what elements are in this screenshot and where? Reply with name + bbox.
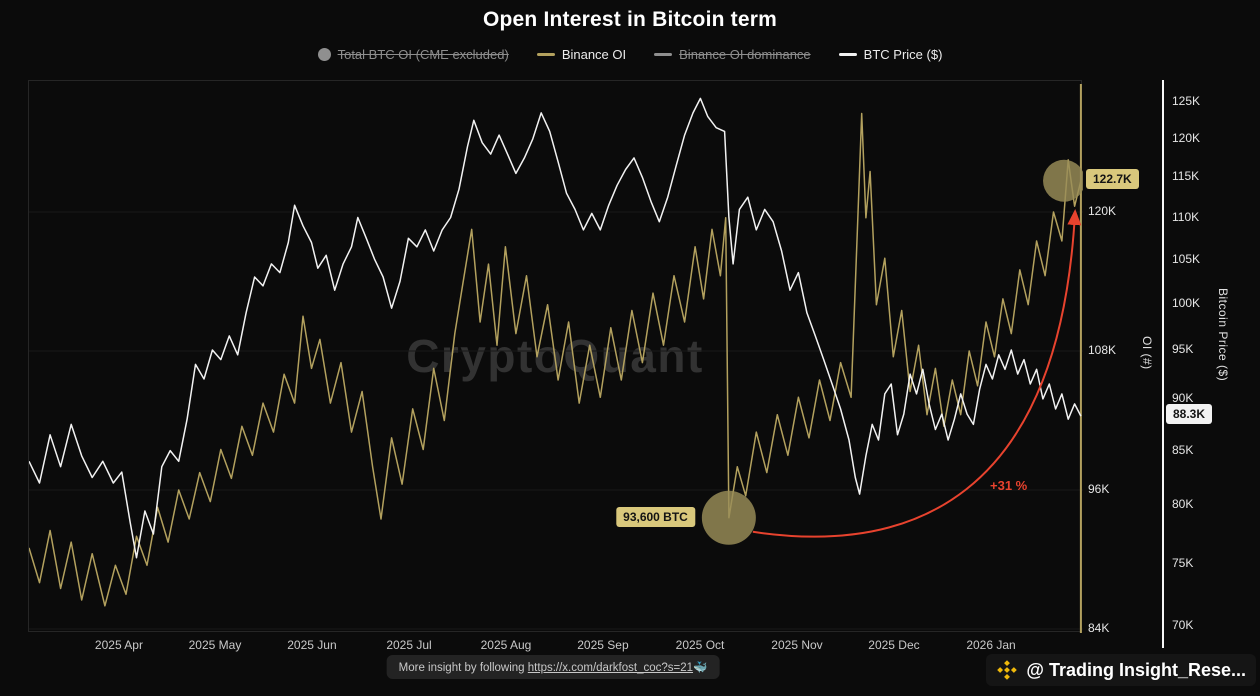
x-tick-label: 2025 Sep [577,638,629,652]
binance-oi-line [29,112,1082,607]
x-tick-label: 2025 Apr [94,638,143,652]
x-tick-label: 2025 Oct [675,638,725,652]
attribution[interactable]: @ Trading Insight_Rese... [986,654,1256,686]
legend-item-3[interactable]: BTC Price ($) [838,47,943,62]
legend-label: Binance OI [561,47,627,62]
price-axis-spine [1162,80,1164,648]
price-tick-label: 70K [1172,618,1194,633]
legend: Total BTC OI (CME excluded) Binance OI Bin… [0,47,1260,62]
legend-line-marker [838,53,857,56]
oi-current-annotation: 122.7K [1086,168,1139,189]
legend-label: Total BTC OI (CME excluded) [337,47,509,62]
legend-label: BTC Price ($) [863,47,943,62]
oi-tick-label: 120K [1088,204,1117,218]
x-tick-label: 2025 Dec [868,638,920,652]
price-current-annotation: 88.3K [1166,404,1213,425]
legend-label: Binance OI dominance [679,47,811,62]
binance-logo-icon [996,659,1018,681]
legend-item-0[interactable]: Total BTC OI (CME excluded) [317,47,509,62]
price-tick-label: 80K [1172,497,1194,512]
price-tick-label: 90K [1172,390,1194,405]
price-axis-title: Bitcoin Price ($) [1216,288,1230,382]
price-tick-label: 85K [1172,442,1194,457]
oi-tick-label: 84K [1088,621,1110,635]
whale-emoji: 🐳 [693,662,708,674]
x-tick-label: 2025 May [188,638,242,652]
x-tick-label: 2025 Nov [771,638,823,652]
legend-item-2[interactable]: Binance OI dominance [654,47,811,62]
attribution-handle: @ Trading Insight_Rese... [1026,659,1246,680]
x-tick-label: 2026 Jan [966,638,1016,652]
legend-item-1[interactable]: Binance OI [536,47,627,62]
price-tick-label: 100K [1172,295,1201,310]
price-tick-label: 125K [1172,94,1201,108]
percent-change-label: +31 % [990,478,1028,493]
price-tick-label: 110K [1172,209,1200,224]
oi-axis-title: OI (#) [1140,336,1154,370]
price-tick-label: 95K [1172,342,1194,357]
legend-line-marker [654,53,673,56]
x-tick-label: 2025 Jul [386,638,432,652]
price-tick-label: 120K [1172,130,1201,145]
footer-note: More insight by following https://x.com/… [386,655,720,679]
legend-circle-marker [317,48,331,61]
oi-tick-label: 108K [1088,343,1117,357]
oi-low-annotation: 93,600 BTC [616,506,695,527]
price-tick-label: 105K [1172,251,1201,266]
x-tick-label: 2025 Jun [287,638,337,652]
chart-canvas [29,84,1083,633]
price-tick-label: 115K [1172,169,1200,184]
oi-low-circle [701,490,756,545]
percent-change-arrow [752,209,1082,538]
btc-price-line [29,97,1082,559]
legend-line-marker [536,53,555,56]
price-tick-label: 75K [1172,555,1194,570]
plot-area: CryptoQuant [28,80,1083,633]
chart-title: Open Interest in Bitcoin term [482,8,777,31]
oi-tick-label: 96K [1088,482,1110,496]
footer-link[interactable]: https://x.com/darkfost_coc?s=21 [527,662,694,674]
x-tick-label: 2025 Aug [480,638,532,652]
oi-current-circle [1043,159,1083,202]
footer-text: More insight by following [398,662,528,674]
